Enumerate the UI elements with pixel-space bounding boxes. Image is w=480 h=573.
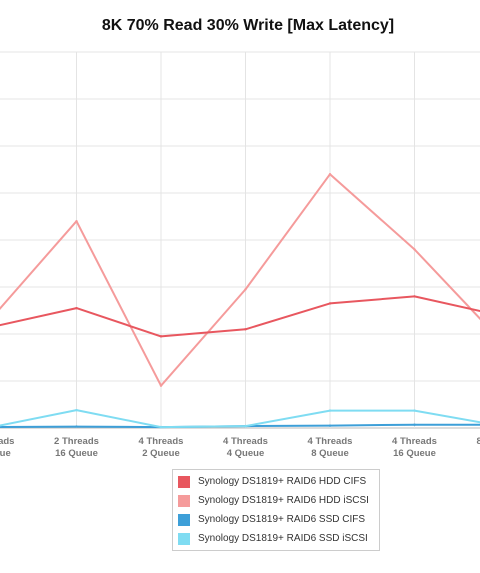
data-point [75,425,78,428]
x-tick-label: 4 Threads [139,436,184,447]
x-tick-label: 8 Queue [311,448,349,459]
legend-item-ssd-iscsi[interactable]: Synology DS1819+ RAID6 SSD iSCSI [173,529,379,548]
data-point [244,288,247,291]
x-tick-label: 1 Threads [0,436,14,447]
x-tick-label: 16 Queue [393,448,436,459]
data-point [75,306,78,310]
data-point [159,384,163,387]
data-point [75,408,78,412]
grid-lines [0,51,480,429]
data-point [328,424,332,427]
legend-item-hdd-cifs[interactable]: Synology DS1819+ RAID6 HDD CIFS [173,472,379,491]
data-point [413,248,416,251]
legend-item-ssd-cifs[interactable]: Synology DS1819+ RAID6 SSD CIFS [173,510,379,529]
x-tick-label: 2 Threads [54,436,99,447]
x-tick-label: 2 Queue [142,448,180,459]
legend-item-hdd-iscsi[interactable]: Synology DS1819+ RAID6 HDD iSCSI [173,491,379,510]
data-point [328,302,332,305]
series-line-0 [0,295,480,338]
data-point [75,220,78,223]
chart-title: 8K 70% Read 30% Write [Max Latency] [101,17,395,34]
legend-swatch [178,532,190,545]
legend-label: Synology DS1819+ RAID6 HDD CIFS [198,476,367,487]
legend-swatch [178,475,190,488]
data-point [159,425,163,429]
data-point [159,335,163,338]
legend-label: Synology DS1819+ RAID6 HDD iSCSI [198,495,369,506]
series-line-1 [0,173,480,387]
series-lines [0,173,480,429]
x-tick-label: 4 Threads [392,436,437,447]
data-point [328,409,332,412]
data-point [328,173,332,176]
legend-label: Synology DS1819+ RAID6 SSD CIFS [198,514,366,525]
chart-legend: Synology DS1819+ RAID6 HDD CIFS Synology… [172,469,380,551]
x-tick-label: 4 Queue [227,448,265,459]
x-tick-label: 8 Threads [477,436,480,447]
x-tick-label: 2 Queue [0,448,11,459]
data-point [413,423,416,426]
x-tick-label: 4 Threads [223,436,268,447]
data-point [413,295,416,298]
x-tick-label: 16 Queue [55,448,98,459]
data-point [413,409,416,412]
data-point [244,328,247,331]
legend-swatch [178,494,190,507]
data-point [244,424,247,428]
legend-swatch [178,513,190,526]
x-tick-label: 4 Threads [308,436,353,447]
legend-label: Synology DS1819+ RAID6 SSD iSCSI [198,533,368,544]
